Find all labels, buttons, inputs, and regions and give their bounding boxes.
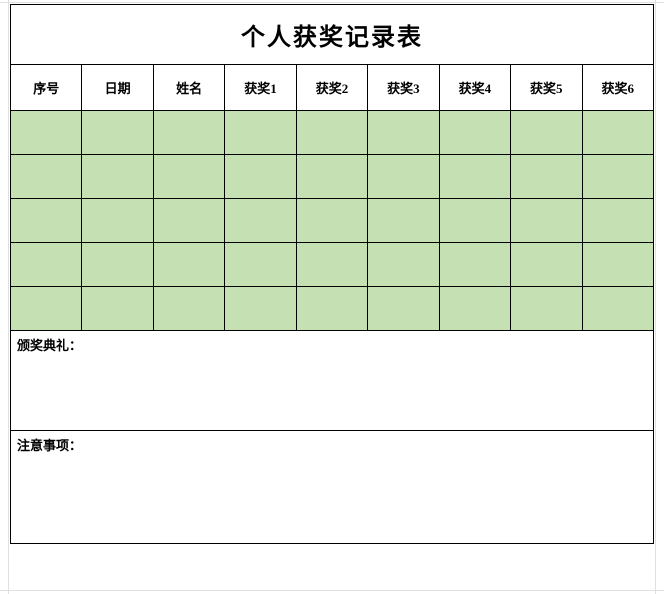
table-cell[interactable] <box>440 199 511 242</box>
header-cell: 获奖6 <box>583 65 653 110</box>
table-cell[interactable] <box>511 111 582 154</box>
table-cell[interactable] <box>440 287 511 330</box>
table-row <box>11 287 653 331</box>
header-row: 序号日期姓名获奖1获奖2获奖3获奖4获奖5获奖6 <box>11 65 653 111</box>
table-cell[interactable] <box>368 287 439 330</box>
title-row: 个人获奖记录表 <box>11 5 653 65</box>
table-cell[interactable] <box>225 287 296 330</box>
table-cell[interactable] <box>583 243 653 286</box>
table-cell[interactable] <box>11 155 82 198</box>
table-cell[interactable] <box>82 199 153 242</box>
table-row <box>11 199 653 243</box>
table-row <box>11 243 653 287</box>
table-cell[interactable] <box>11 287 82 330</box>
table-cell[interactable] <box>82 243 153 286</box>
header-cell: 姓名 <box>154 65 225 110</box>
table-row <box>11 155 653 199</box>
table-cell[interactable] <box>297 155 368 198</box>
table-cell[interactable] <box>225 243 296 286</box>
table-cell[interactable] <box>11 243 82 286</box>
award-record-table: 个人获奖记录表 序号日期姓名获奖1获奖2获奖3获奖4获奖5获奖6 颁奖典礼： 注… <box>10 4 654 544</box>
table-cell[interactable] <box>11 199 82 242</box>
header-cell: 获奖3 <box>368 65 439 110</box>
table-cell[interactable] <box>154 155 225 198</box>
table-row <box>11 111 653 155</box>
table-cell[interactable] <box>440 155 511 198</box>
table-cell[interactable] <box>583 155 653 198</box>
table-cell[interactable] <box>583 287 653 330</box>
table-cell[interactable] <box>225 111 296 154</box>
table-cell[interactable] <box>82 287 153 330</box>
ceremony-section: 颁奖典礼： <box>11 331 653 431</box>
notes-section: 注意事项： <box>11 431 653 543</box>
table-cell[interactable] <box>225 155 296 198</box>
table-cell[interactable] <box>297 243 368 286</box>
table-cell[interactable] <box>368 155 439 198</box>
header-cell: 序号 <box>11 65 82 110</box>
header-cell: 获奖5 <box>511 65 582 110</box>
table-cell[interactable] <box>511 199 582 242</box>
table-cell[interactable] <box>368 199 439 242</box>
table-cell[interactable] <box>297 111 368 154</box>
table-cell[interactable] <box>368 243 439 286</box>
header-cell: 获奖2 <box>297 65 368 110</box>
table-cell[interactable] <box>297 287 368 330</box>
table-cell[interactable] <box>225 199 296 242</box>
data-body <box>11 111 653 331</box>
table-cell[interactable] <box>440 243 511 286</box>
table-cell[interactable] <box>368 111 439 154</box>
table-cell[interactable] <box>11 111 82 154</box>
header-cell: 获奖4 <box>440 65 511 110</box>
table-cell[interactable] <box>154 243 225 286</box>
table-cell[interactable] <box>511 243 582 286</box>
table-cell[interactable] <box>154 199 225 242</box>
table-cell[interactable] <box>82 155 153 198</box>
table-title: 个人获奖记录表 <box>241 17 423 52</box>
ceremony-label: 颁奖典礼： <box>17 338 82 353</box>
table-cell[interactable] <box>583 111 653 154</box>
table-cell[interactable] <box>511 287 582 330</box>
header-cell: 日期 <box>82 65 153 110</box>
notes-label: 注意事项： <box>17 438 82 453</box>
table-cell[interactable] <box>440 111 511 154</box>
table-cell[interactable] <box>583 199 653 242</box>
table-cell[interactable] <box>511 155 582 198</box>
table-cell[interactable] <box>82 111 153 154</box>
table-cell[interactable] <box>297 199 368 242</box>
table-cell[interactable] <box>154 111 225 154</box>
table-cell[interactable] <box>154 287 225 330</box>
header-cell: 获奖1 <box>225 65 296 110</box>
